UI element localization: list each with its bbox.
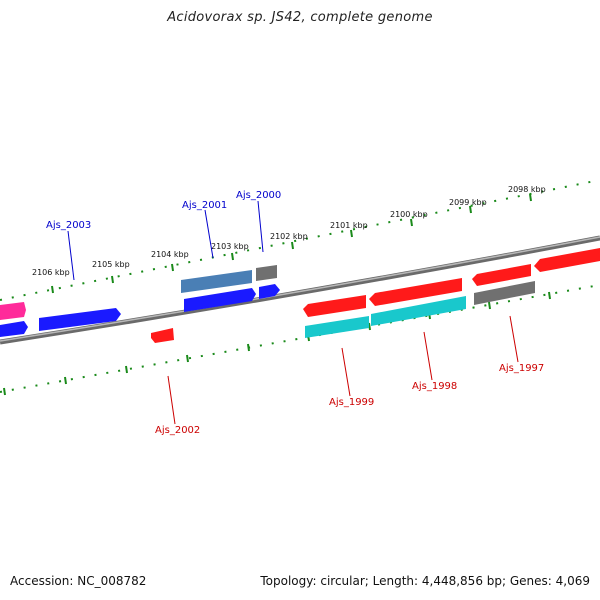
- topology-text: Topology: circular; Length: 4,448,856 bp…: [260, 574, 590, 588]
- gene-feature[interactable]: [0, 302, 26, 320]
- gene-leader-lines: [67, 200, 519, 425]
- accession-text: Accession: NC_008782: [10, 574, 147, 588]
- gene-label-ajs-1999: Ajs_1999: [329, 397, 374, 408]
- gene-label-ajs-1997: Ajs_1997: [499, 363, 544, 374]
- gene-feature[interactable]: [369, 278, 462, 306]
- gene-label-ajs-1998: Ajs_1998: [412, 381, 457, 392]
- gene-label-ajs-2003: Ajs_2003: [46, 220, 91, 231]
- gene-label-ajs-2002: Ajs_2002: [155, 425, 200, 436]
- scale-tick-label: 2100 kbp: [390, 210, 428, 219]
- gene-feature[interactable]: [472, 264, 531, 286]
- genome-backbone: [0, 235, 600, 345]
- outer-major-ticks: [51, 193, 532, 294]
- gene-feature[interactable]: [474, 281, 535, 305]
- scale-tick-label: 2106 kbp: [32, 268, 70, 277]
- map-title: Acidovorax sp. JS42, complete genome: [167, 10, 433, 25]
- scale-tick-label: 2105 kbp: [92, 260, 130, 269]
- scale-tick-label: 2102 kbp: [270, 232, 308, 241]
- gene-feature[interactable]: [0, 321, 28, 337]
- scale-tick-label: 2099 kbp: [449, 198, 487, 207]
- gene-feature[interactable]: [371, 296, 466, 326]
- inner-major-ticks: [3, 291, 551, 396]
- gene-feature[interactable]: [259, 284, 280, 299]
- gene-feature[interactable]: [256, 265, 277, 281]
- inner-scale-track: [0, 284, 600, 393]
- scale-labels: 2106 kbp 2105 kbp 2104 kbp 2103 kbp 2102…: [32, 185, 546, 277]
- gene-label-ajs-2000: Ajs_2000: [236, 190, 281, 201]
- forward-strand-genes: [0, 248, 600, 343]
- gene-feature[interactable]: [151, 328, 174, 343]
- gene-feature[interactable]: [181, 270, 252, 293]
- gene-feature[interactable]: [534, 248, 600, 272]
- scale-tick-label: 2101 kbp: [330, 221, 368, 230]
- gene-feature[interactable]: [303, 295, 366, 317]
- gene-feature[interactable]: [184, 288, 256, 312]
- gene-labels: Ajs_2003 Ajs_2001 Ajs_2000 Ajs_2002 Ajs_…: [46, 190, 544, 436]
- scale-tick-label: 2098 kbp: [508, 185, 546, 194]
- gene-feature[interactable]: [305, 316, 369, 338]
- gene-feature[interactable]: [39, 308, 121, 331]
- scale-tick-label: 2104 kbp: [151, 250, 189, 259]
- scale-tick-label: 2103 kbp: [211, 242, 249, 251]
- gene-label-ajs-2001: Ajs_2001: [182, 200, 227, 211]
